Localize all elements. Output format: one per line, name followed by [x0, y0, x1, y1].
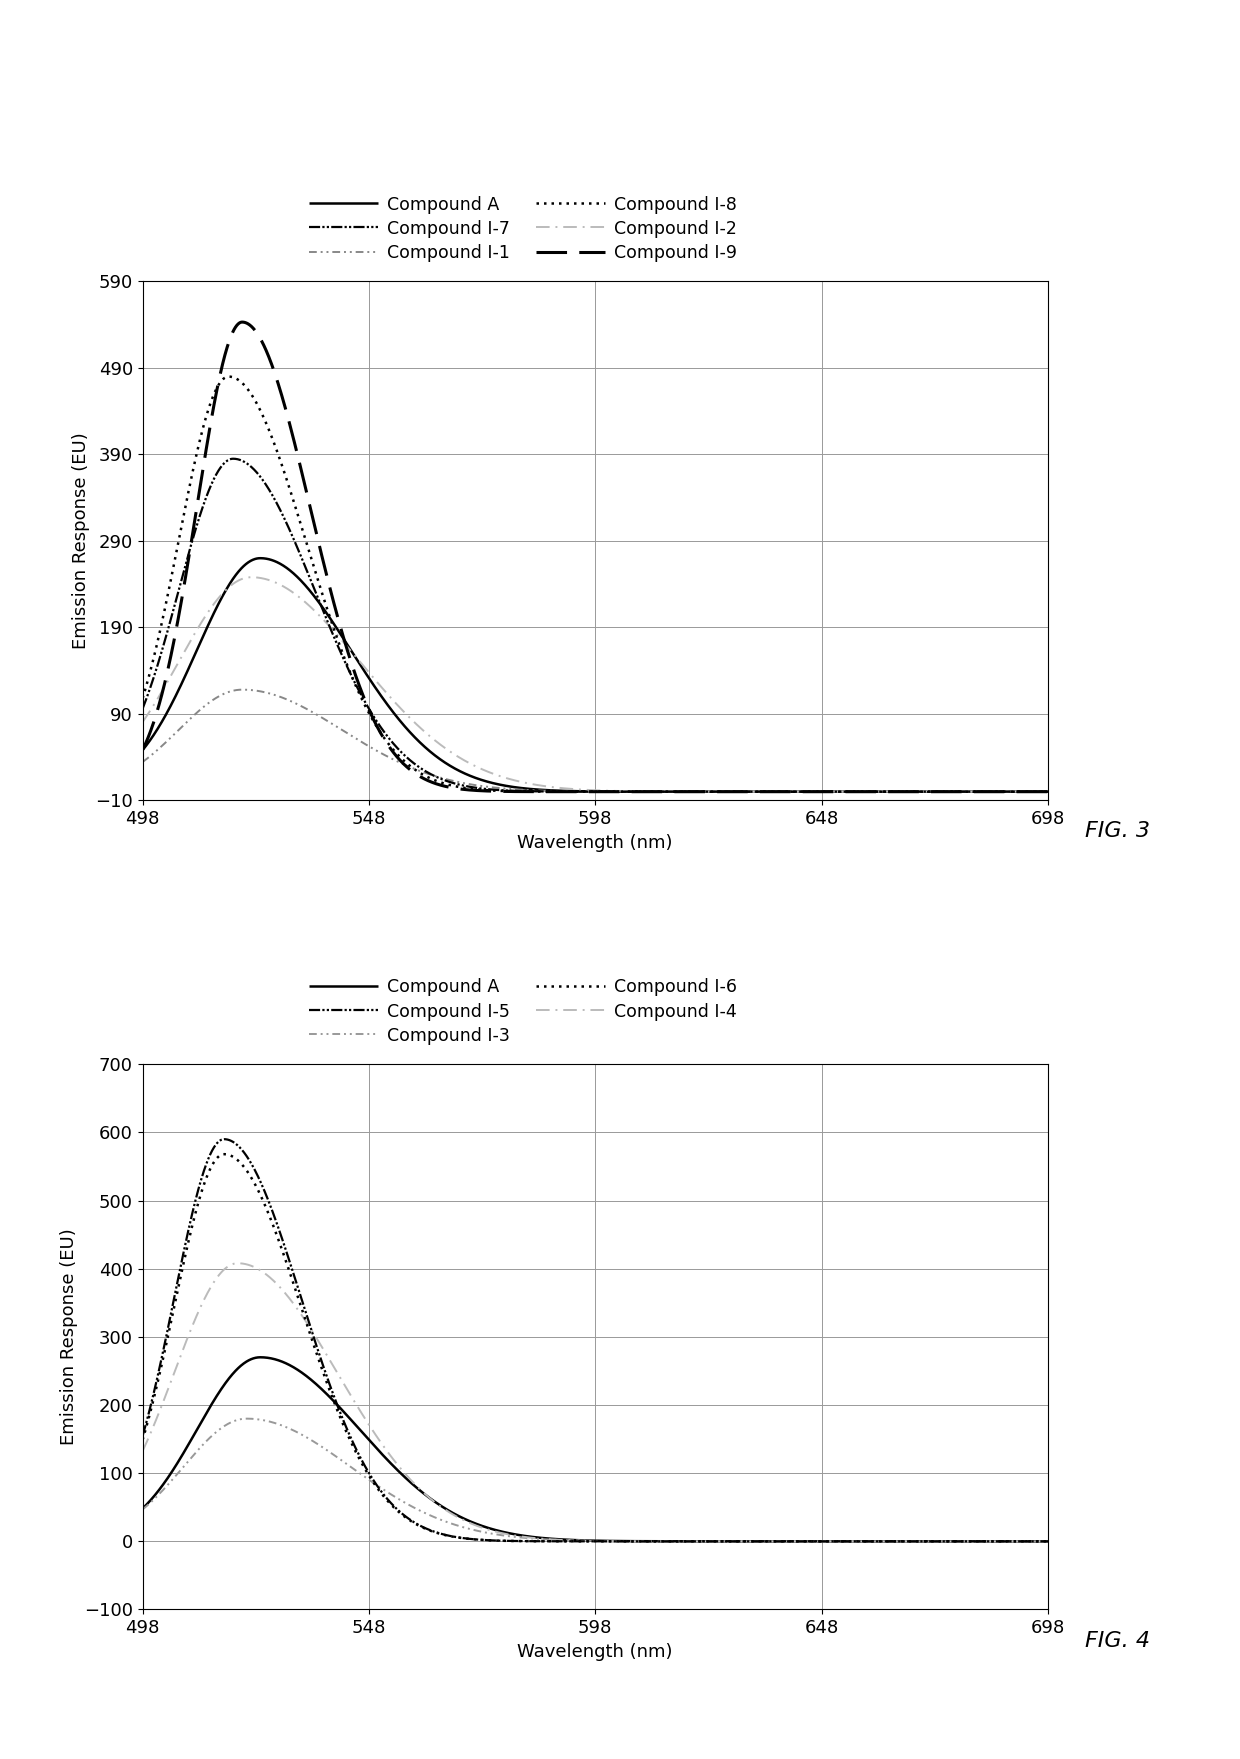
- Text: FIG. 3: FIG. 3: [1085, 821, 1149, 841]
- Text: FIG. 4: FIG. 4: [1085, 1631, 1149, 1650]
- Legend: Compound A, Compound I-7, Compound I-1, Compound I-8, Compound I-2, Compound I-9: Compound A, Compound I-7, Compound I-1, …: [309, 197, 737, 262]
- X-axis label: Wavelength (nm): Wavelength (nm): [517, 1643, 673, 1660]
- Legend: Compound A, Compound I-5, Compound I-3, Compound I-6, Compound I-4: Compound A, Compound I-5, Compound I-3, …: [309, 978, 737, 1045]
- X-axis label: Wavelength (nm): Wavelength (nm): [517, 834, 673, 851]
- Y-axis label: Emission Response (EU): Emission Response (EU): [61, 1228, 78, 1446]
- Y-axis label: Emission Response (EU): Emission Response (EU): [72, 433, 89, 649]
